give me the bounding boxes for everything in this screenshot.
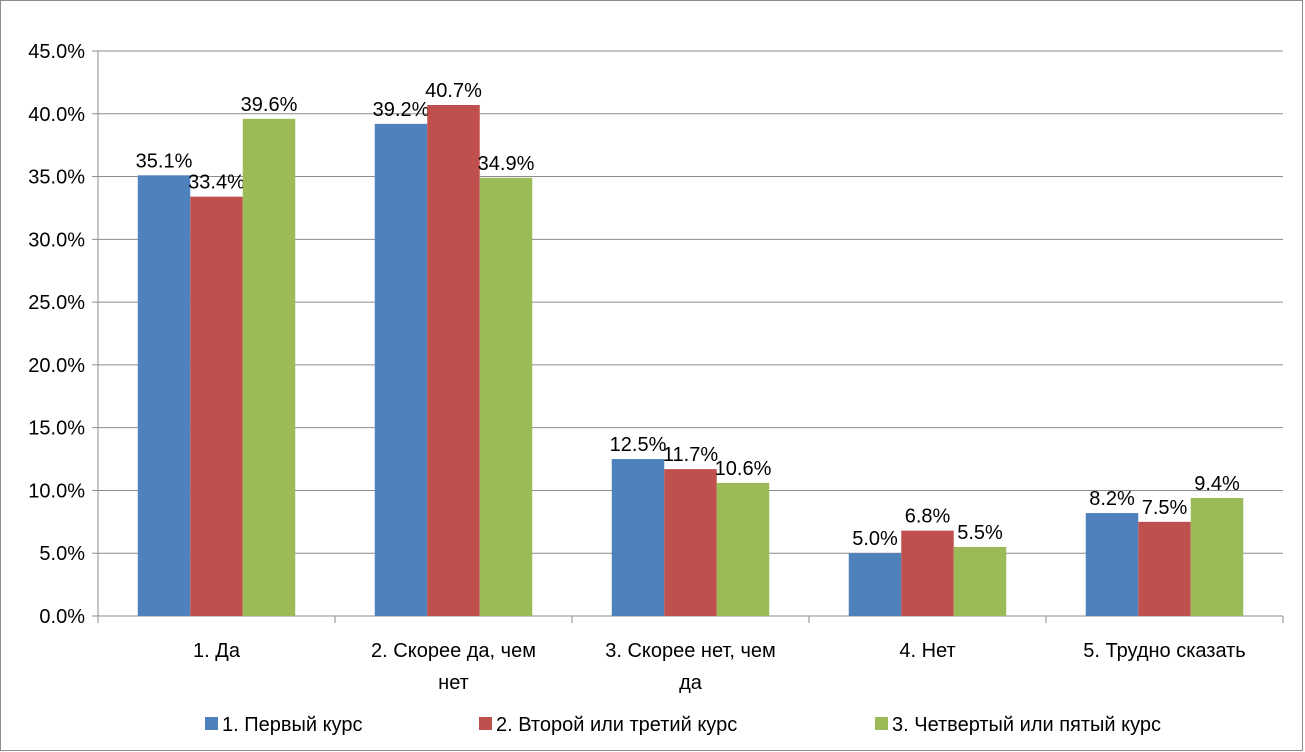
bar: [190, 196, 243, 616]
bar: [1085, 513, 1139, 616]
legend-swatch: [875, 717, 888, 730]
bar: [137, 175, 191, 617]
data-label: 12.5%: [610, 434, 667, 456]
data-label: 10.6%: [715, 458, 772, 480]
bar: [611, 459, 665, 616]
y-tick-label: 35.0%: [28, 167, 85, 189]
data-label: 7.5%: [1142, 497, 1188, 519]
legend-label: 2. Второй или третий курс: [496, 714, 737, 736]
y-tick-label: 20.0%: [28, 355, 85, 377]
data-label: 33.4%: [188, 172, 245, 194]
y-tick-label: 0.0%: [39, 606, 85, 628]
data-label: 5.5%: [957, 522, 1003, 544]
category-label: 5. Трудно сказать: [1083, 640, 1245, 662]
y-tick-label: 45.0%: [28, 41, 85, 63]
bar: [848, 553, 902, 616]
data-label: 34.9%: [478, 153, 535, 175]
legend-label: 3. Четвертый или пятый курс: [892, 714, 1161, 736]
bar: [427, 104, 480, 616]
data-label: 11.7%: [663, 444, 718, 466]
bar: [374, 123, 428, 617]
bar: [716, 482, 770, 616]
category-label: да: [679, 672, 703, 694]
category-label: 4. Нет: [899, 640, 955, 662]
category-label: нет: [438, 672, 469, 694]
y-tick-label: 15.0%: [28, 418, 85, 440]
data-label: 6.8%: [905, 506, 951, 528]
bar: [479, 177, 533, 617]
category-label: 3. Скорее нет, чем: [605, 640, 776, 662]
y-tick-label: 40.0%: [28, 104, 85, 126]
bar: [1138, 521, 1191, 616]
data-label: 5.0%: [852, 528, 898, 550]
legend-label: 1. Первый курс: [222, 714, 362, 736]
legend-swatch: [479, 717, 492, 730]
data-label: 35.1%: [136, 150, 193, 172]
data-label: 40.7%: [425, 80, 482, 102]
y-tick-label: 10.0%: [28, 480, 85, 502]
y-tick-label: 30.0%: [28, 229, 85, 251]
legend-swatch: [205, 717, 218, 730]
bar: [953, 546, 1007, 616]
bar: [901, 530, 954, 616]
bar: [664, 469, 717, 616]
category-label: 1. Да: [193, 640, 241, 662]
data-label: 39.2%: [373, 99, 430, 121]
data-label: 9.4%: [1194, 473, 1240, 495]
y-tick-label: 5.0%: [39, 543, 85, 565]
category-label: 2. Скорее да, чем: [371, 640, 536, 662]
data-label: 8.2%: [1089, 488, 1135, 510]
y-tick-label: 25.0%: [28, 292, 85, 314]
bar: [1190, 497, 1244, 616]
bar: [242, 118, 296, 617]
data-label: 39.6%: [241, 94, 298, 116]
